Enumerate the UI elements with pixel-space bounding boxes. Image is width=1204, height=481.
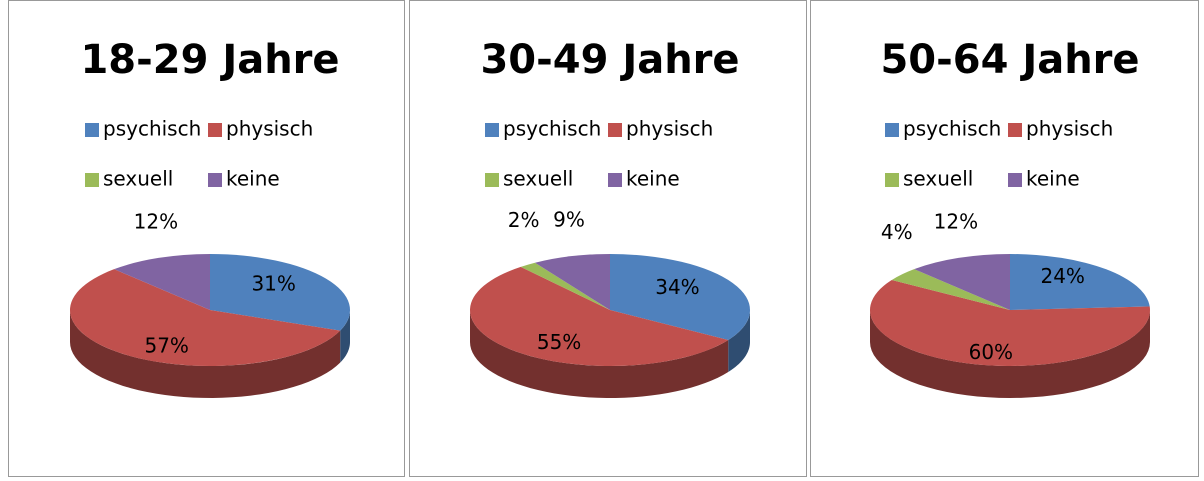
data-label: 60% xyxy=(969,340,1013,364)
legend-label: sexuell xyxy=(503,167,573,191)
pie-slice xyxy=(534,254,610,310)
legend-swatch xyxy=(208,173,222,187)
pie-slice xyxy=(69,269,341,367)
legend-swatch xyxy=(608,173,622,187)
legend-swatch xyxy=(608,123,622,137)
data-label: 12% xyxy=(134,209,178,233)
data-label: 9% xyxy=(553,207,585,231)
pie-slice xyxy=(610,254,750,341)
data-label: 24% xyxy=(1040,264,1084,288)
pie-side xyxy=(470,310,729,398)
chart-title: 30-49 Jahre xyxy=(480,37,739,83)
data-label: 57% xyxy=(144,334,188,358)
data-label: 55% xyxy=(537,330,581,354)
legend-swatch xyxy=(1008,173,1022,187)
pie-slice xyxy=(520,262,610,310)
pie-slice xyxy=(891,269,1010,310)
legend-label: keine xyxy=(226,167,280,191)
pie-side xyxy=(340,310,350,363)
pie-slice xyxy=(114,254,210,310)
legend-label: psychisch xyxy=(103,117,201,141)
legend-label: physisch xyxy=(626,117,713,141)
legend-label: keine xyxy=(1026,167,1080,191)
legend-label: psychisch xyxy=(503,117,601,141)
chart-title: 18-29 Jahre xyxy=(80,37,339,83)
data-label: 34% xyxy=(655,275,699,299)
legend-swatch xyxy=(885,123,899,137)
legend-label: psychisch xyxy=(903,117,1001,141)
pie-slice xyxy=(470,266,729,366)
data-label: 2% xyxy=(508,208,540,232)
pie-side xyxy=(70,310,341,398)
data-label: 4% xyxy=(881,220,913,244)
legend-label: sexuell xyxy=(103,167,173,191)
legend-label: physisch xyxy=(226,117,313,141)
chart-title: 50-64 Jahre xyxy=(880,37,1139,83)
data-label: 31% xyxy=(251,271,295,295)
legend-label: keine xyxy=(626,167,680,191)
data-label: 12% xyxy=(934,209,978,233)
legend-swatch xyxy=(85,123,99,137)
legend-label: physisch xyxy=(1026,117,1113,141)
pie-side xyxy=(728,310,750,373)
legend-swatch xyxy=(485,173,499,187)
legend-swatch xyxy=(208,123,222,137)
legend-swatch xyxy=(885,173,899,187)
legend-swatch xyxy=(85,173,99,187)
pie-slice xyxy=(914,254,1010,310)
pie-side xyxy=(870,310,1150,398)
legend-label: sexuell xyxy=(903,167,973,191)
pie-slice xyxy=(210,254,350,331)
legend-swatch xyxy=(485,123,499,137)
pie-slice xyxy=(1010,254,1150,310)
legend-swatch xyxy=(1008,123,1022,137)
pie-slice xyxy=(870,279,1150,366)
